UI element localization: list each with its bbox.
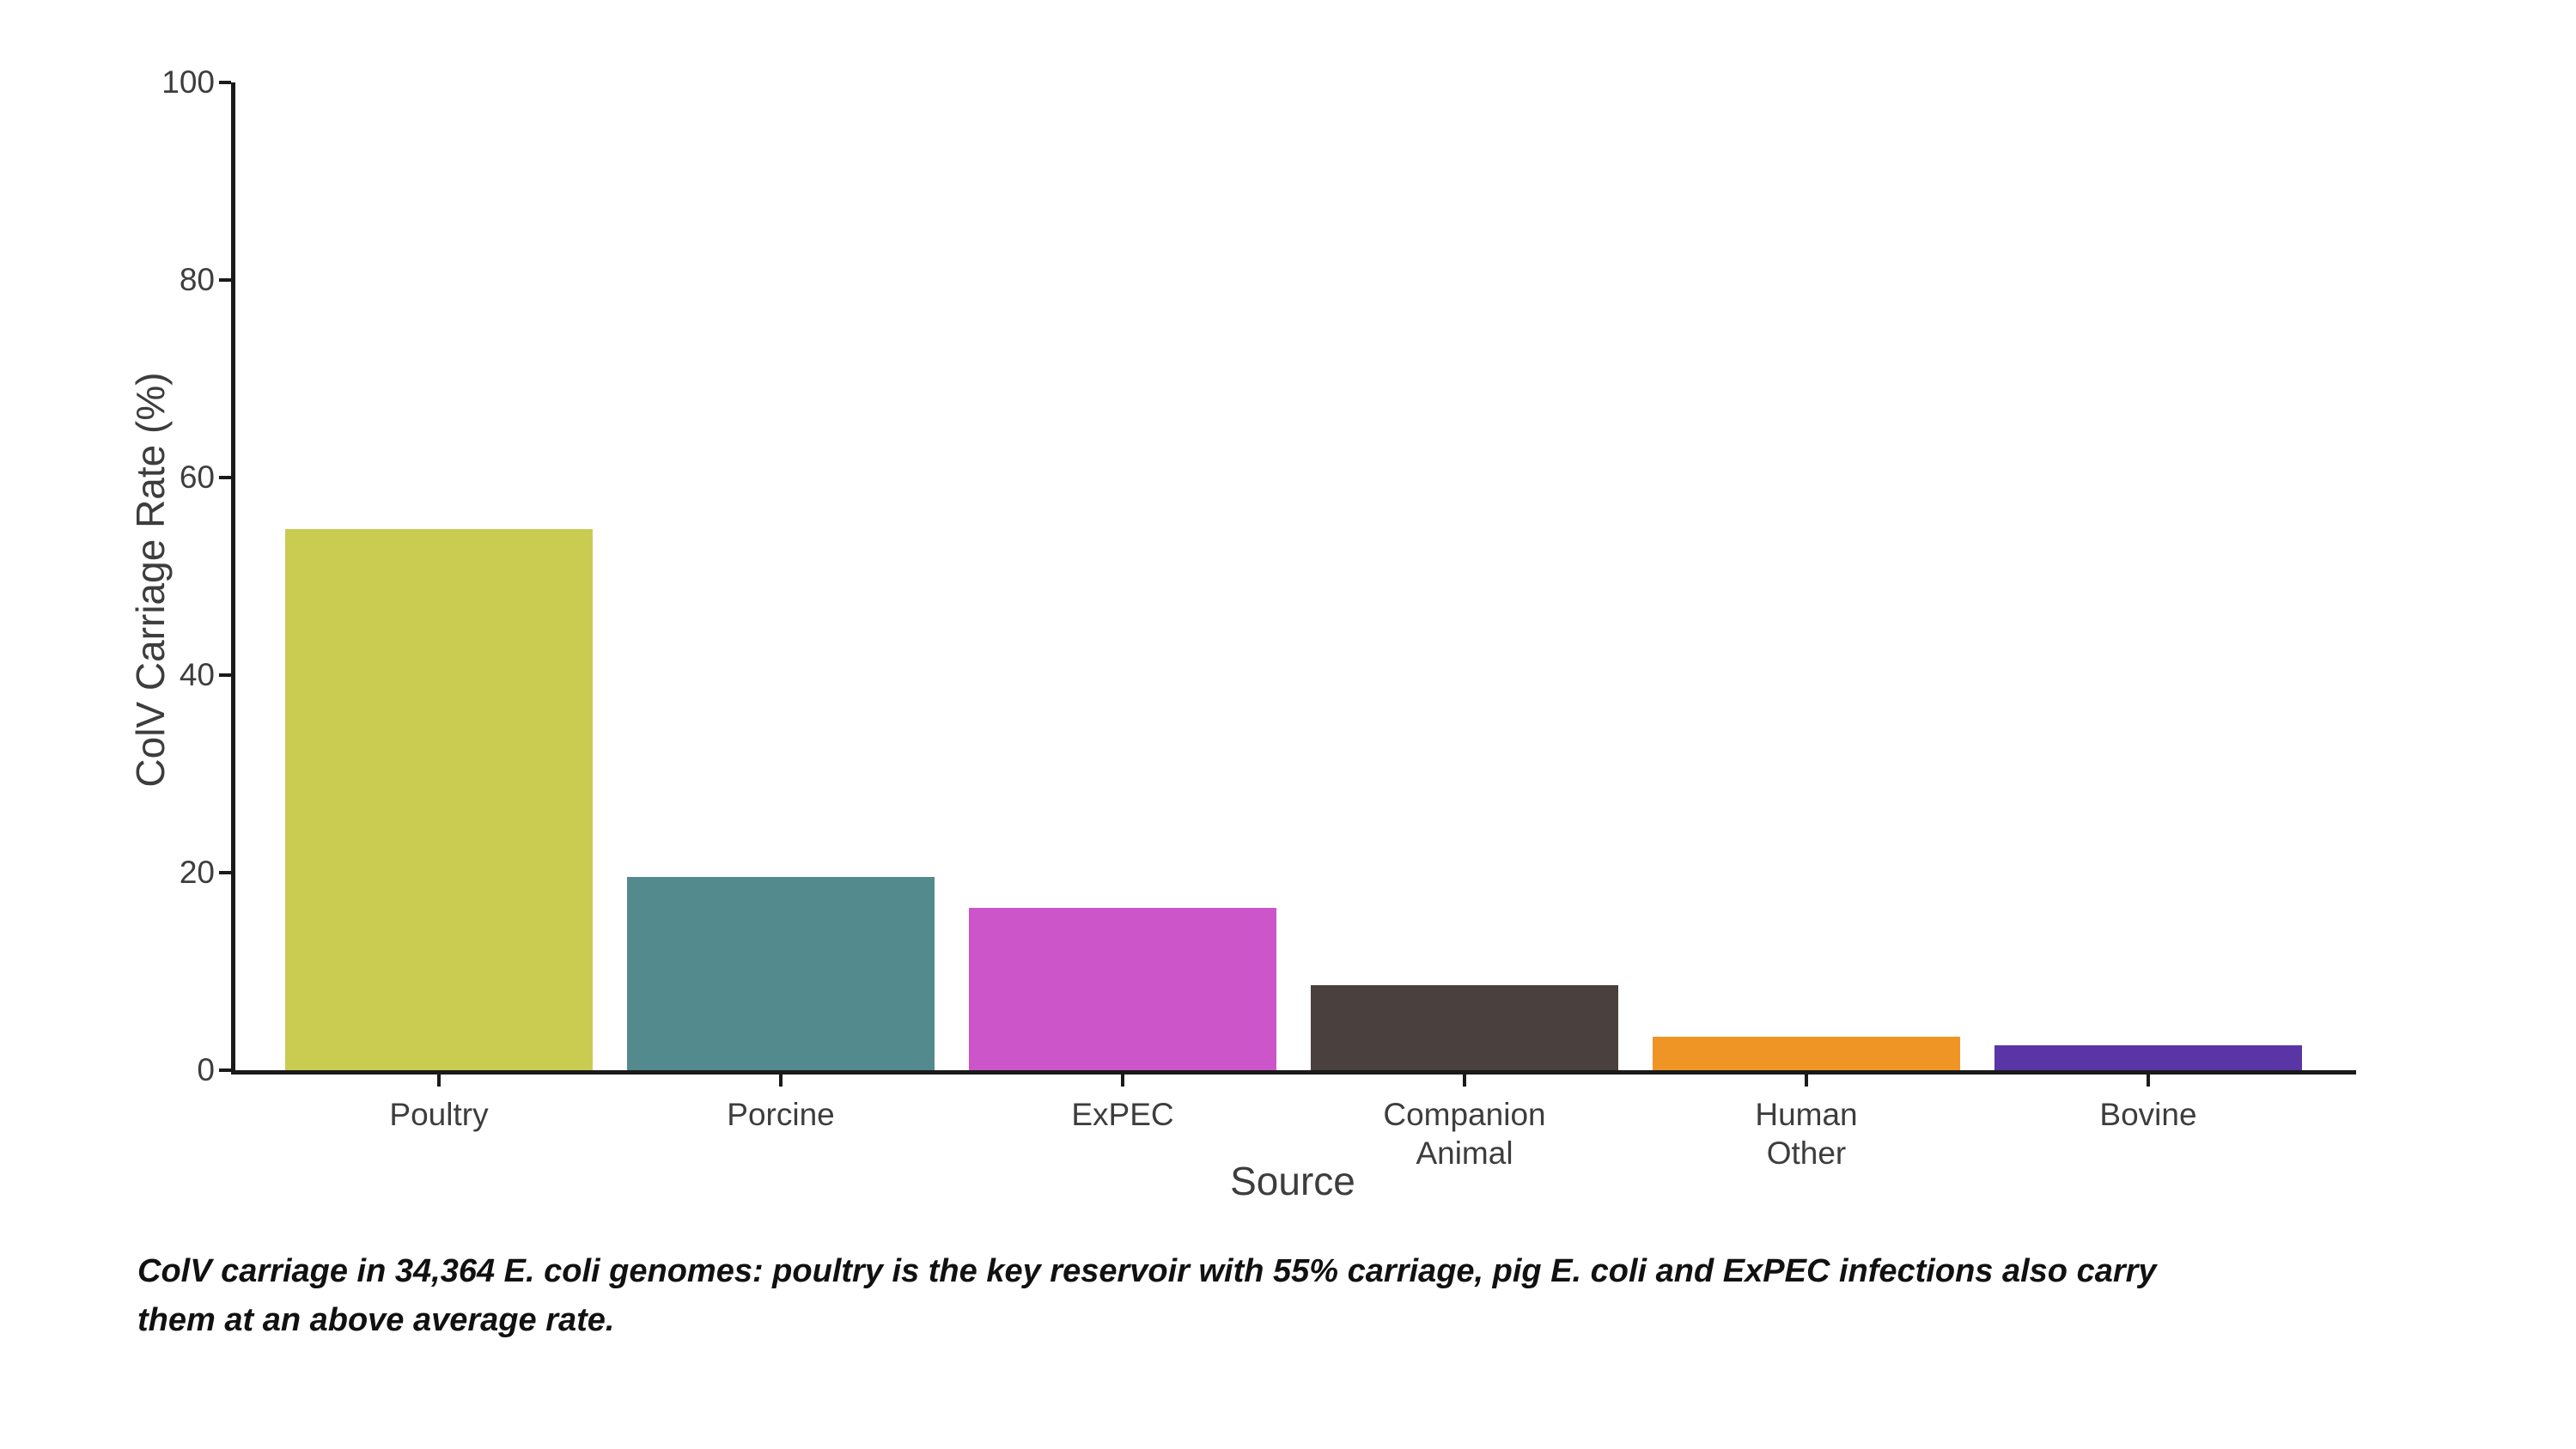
- x-tick-mark: [779, 1075, 783, 1087]
- caption-line-1: ColV carriage in 34,364 E. coli genomes:…: [137, 1253, 2157, 1289]
- bar-chart-plot-area: 0 20 40 60 80 100 Poultry Porcine ExPEC Companion…: [161, 64, 2356, 1171]
- x-tick-label-human-other: Human Other: [1635, 1095, 1977, 1172]
- y-tick-label: 60: [179, 460, 215, 495]
- x-tick-label-line: Companion: [1383, 1097, 1546, 1132]
- y-tick-label: 100: [161, 64, 215, 100]
- y-tick-mark: [219, 278, 231, 282]
- bar-bovine: [1994, 1045, 2302, 1070]
- x-tick-label-line: Poultry: [389, 1097, 489, 1132]
- x-tick-mark: [1121, 1075, 1124, 1087]
- bar-human-other: [1653, 1036, 1960, 1070]
- y-tick-mark: [219, 476, 231, 479]
- x-axis-title: Source: [1230, 1159, 1355, 1203]
- x-tick-label-poultry: Poultry: [268, 1095, 610, 1134]
- bar-porcine: [627, 876, 935, 1070]
- x-tick-label-bovine: Bovine: [1977, 1095, 2319, 1134]
- y-axis-title: ColV Carriage Rate (%): [128, 372, 173, 788]
- y-tick-label: 20: [179, 855, 215, 890]
- y-tick-mark: [219, 871, 231, 874]
- x-tick-mark: [1805, 1075, 1808, 1087]
- bar-poultry: [285, 528, 593, 1070]
- bar-companion-animal: [1311, 985, 1618, 1070]
- x-tick-label-line: Bovine: [2099, 1097, 2197, 1132]
- caption-line-2: them at an above average rate.: [137, 1302, 615, 1338]
- x-tick-label-companion-animal: Companion Animal: [1294, 1095, 1635, 1172]
- y-tick-mark: [219, 1068, 231, 1072]
- x-tick-label-porcine: Porcine: [610, 1095, 952, 1134]
- x-tick-label-line: Other: [1766, 1135, 1847, 1171]
- x-tick-label-line: Animal: [1416, 1135, 1513, 1171]
- y-tick-label: 80: [179, 262, 215, 297]
- figure-caption: ColV carriage in 34,364 E. coli genomes:…: [137, 1247, 2439, 1345]
- y-tick-mark: [219, 81, 231, 84]
- x-tick-label-line: Porcine: [727, 1097, 835, 1132]
- x-tick-label-line: Human: [1755, 1097, 1858, 1132]
- x-tick-mark: [437, 1075, 441, 1087]
- y-tick-label: 40: [179, 657, 215, 692]
- x-tick-mark: [1463, 1075, 1466, 1087]
- x-tick-mark: [2147, 1075, 2150, 1087]
- x-tick-label-expec: ExPEC: [952, 1095, 1294, 1134]
- y-tick-mark: [219, 673, 231, 677]
- y-tick-label: 0: [197, 1052, 215, 1087]
- bar-expec: [969, 908, 1276, 1070]
- x-tick-label-line: ExPEC: [1071, 1097, 1174, 1132]
